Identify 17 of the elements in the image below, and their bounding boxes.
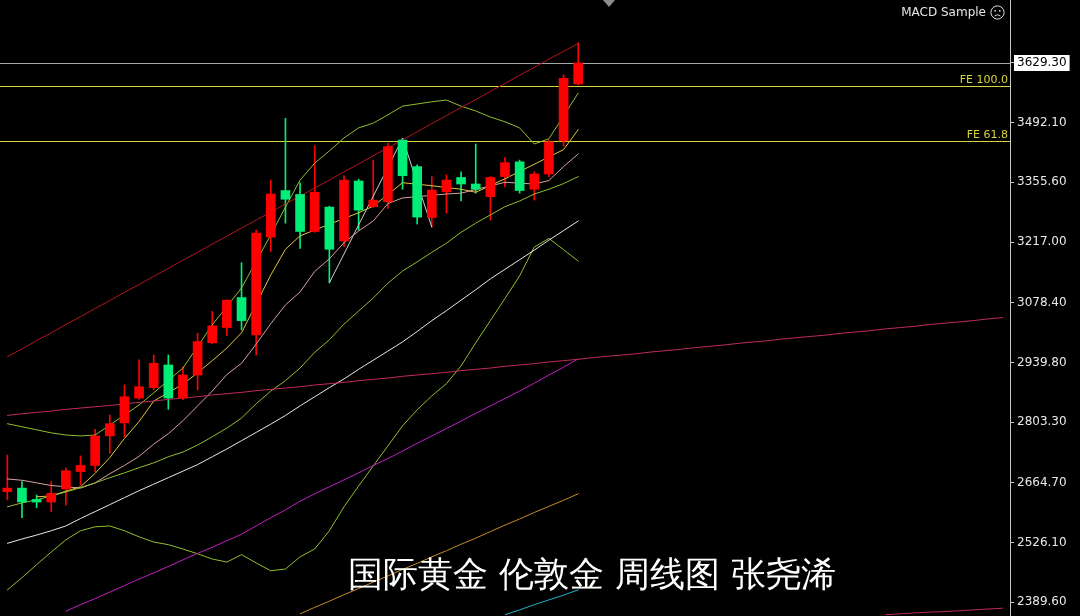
y-tick-label: 3492.10 xyxy=(1017,114,1067,129)
y-tick-label: 2526.10 xyxy=(1017,535,1067,549)
candlestick xyxy=(470,143,481,194)
ref-line-label: FE 100.0 xyxy=(959,72,1008,86)
y-tick-label: 2803.30 xyxy=(1017,414,1067,429)
ref-line-label: FE 61.8 xyxy=(966,127,1008,141)
y-tick-label: 3629.30 xyxy=(1017,55,1067,70)
y-tick-label: 3078.40 xyxy=(1017,294,1067,309)
y-tick-label: 3355.60 xyxy=(1017,174,1067,189)
annotation: MACD Sample xyxy=(901,5,986,20)
candlestick xyxy=(368,159,379,208)
y-tick-label: 2939.80 xyxy=(1017,355,1067,370)
candlestick xyxy=(2,454,13,501)
y-tick-label: 2389.60 xyxy=(1017,594,1067,609)
y-tick-label: 3217.00 xyxy=(1017,234,1067,249)
y-tick-label: 2664.70 xyxy=(1017,474,1067,489)
text: 国际黄金 伦敦金 周线图 张尧浠 xyxy=(348,553,837,595)
